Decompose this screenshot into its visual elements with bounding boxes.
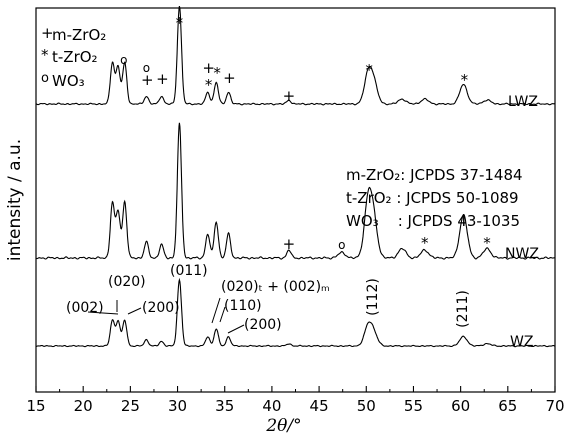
phase-marker: o <box>338 238 345 252</box>
legend-text-1: t-ZrO₂ <box>52 48 98 66</box>
x-axis: 15 20 25 30 35 40 45 50 55 60 65 70 <box>26 386 565 415</box>
annotation-leaders <box>87 297 245 334</box>
legend-symbol-2: o <box>41 71 49 86</box>
phase-marker: o <box>143 61 150 75</box>
hkl-annotations: (002) (020) (200) (011) (020)ₜ + (002)ₘ … <box>66 263 471 334</box>
legend-text-2: WO₃ <box>52 72 85 90</box>
series-group <box>35 5 556 348</box>
hkl-020: (020) <box>108 274 146 290</box>
reference-cards: m-ZrO₂: JCPDS 37-1484 t-ZrO₂ : JCPDS 50-… <box>346 166 523 230</box>
x-axis-title: 2θ/° <box>265 416 301 436</box>
hkl-200-zro2: (200) <box>244 317 282 333</box>
y-axis-title: intensity / a.u. <box>5 139 25 261</box>
reference-card-2: WO₃ : JCPDS 43-1035 <box>346 212 520 230</box>
hkl-011: (011) <box>170 263 208 279</box>
legend-text-0: m-ZrO₂ <box>52 26 106 44</box>
x-tick-label: 15 <box>26 397 45 415</box>
phase-marker: * <box>365 61 373 79</box>
hkl-110: (110) <box>224 298 262 314</box>
x-tick-label: 20 <box>74 397 93 415</box>
reference-card-0: m-ZrO₂: JCPDS 37-1484 <box>346 166 523 184</box>
x-tick-label: 35 <box>215 397 234 415</box>
hkl-020t-002m: (020)ₜ + (002)ₘ <box>221 279 330 295</box>
phase-marker: + <box>283 87 296 105</box>
phase-marker: * <box>176 14 184 32</box>
x-tick-label: 25 <box>121 397 140 415</box>
series-line-nwz <box>35 122 556 260</box>
legend-symbol-1: * <box>41 46 49 64</box>
phase-marker: + <box>156 70 169 88</box>
legend: + m-ZrO₂ * t-ZrO₂ o WO₃ <box>41 24 106 90</box>
x-tick-label: 70 <box>545 397 564 415</box>
hkl-112: (112) <box>365 278 381 316</box>
hkl-200-wo3: (200) <box>142 300 180 316</box>
phase-marker: * <box>461 71 469 89</box>
hkl-002: (002) <box>66 300 104 316</box>
phase-marker: + <box>223 69 236 87</box>
x-tick-label: 40 <box>262 397 281 415</box>
series-label-nwz: NWZ <box>505 246 539 262</box>
legend-symbol-0: + <box>41 24 54 42</box>
x-tick-label: 45 <box>310 397 329 415</box>
phase-marker: * <box>205 76 213 94</box>
phase-marker: + <box>141 71 154 89</box>
phase-marker: * <box>213 64 221 82</box>
phase-marker: * <box>421 234 429 252</box>
phase-marker: + <box>202 59 215 77</box>
hkl-211: (211) <box>455 290 471 328</box>
series-label-wz: WZ <box>510 334 533 350</box>
x-tick-label: 65 <box>498 397 517 415</box>
phase-markers: oo+ +*+** ++**+ o * * <box>120 14 491 253</box>
x-tick-label: 50 <box>357 397 376 415</box>
phase-marker: + <box>283 235 296 253</box>
phase-marker: * <box>483 234 491 252</box>
x-tick-label: 55 <box>404 397 423 415</box>
series-line-wz <box>35 277 556 348</box>
phase-marker: o <box>120 53 127 67</box>
series-label-lwz: LWZ <box>508 94 538 110</box>
x-tick-label: 60 <box>451 397 470 415</box>
series-line-lwz <box>35 5 556 106</box>
x-tick-label: 30 <box>168 397 187 415</box>
reference-card-1: t-ZrO₂ : JCPDS 50-1089 <box>346 189 519 207</box>
